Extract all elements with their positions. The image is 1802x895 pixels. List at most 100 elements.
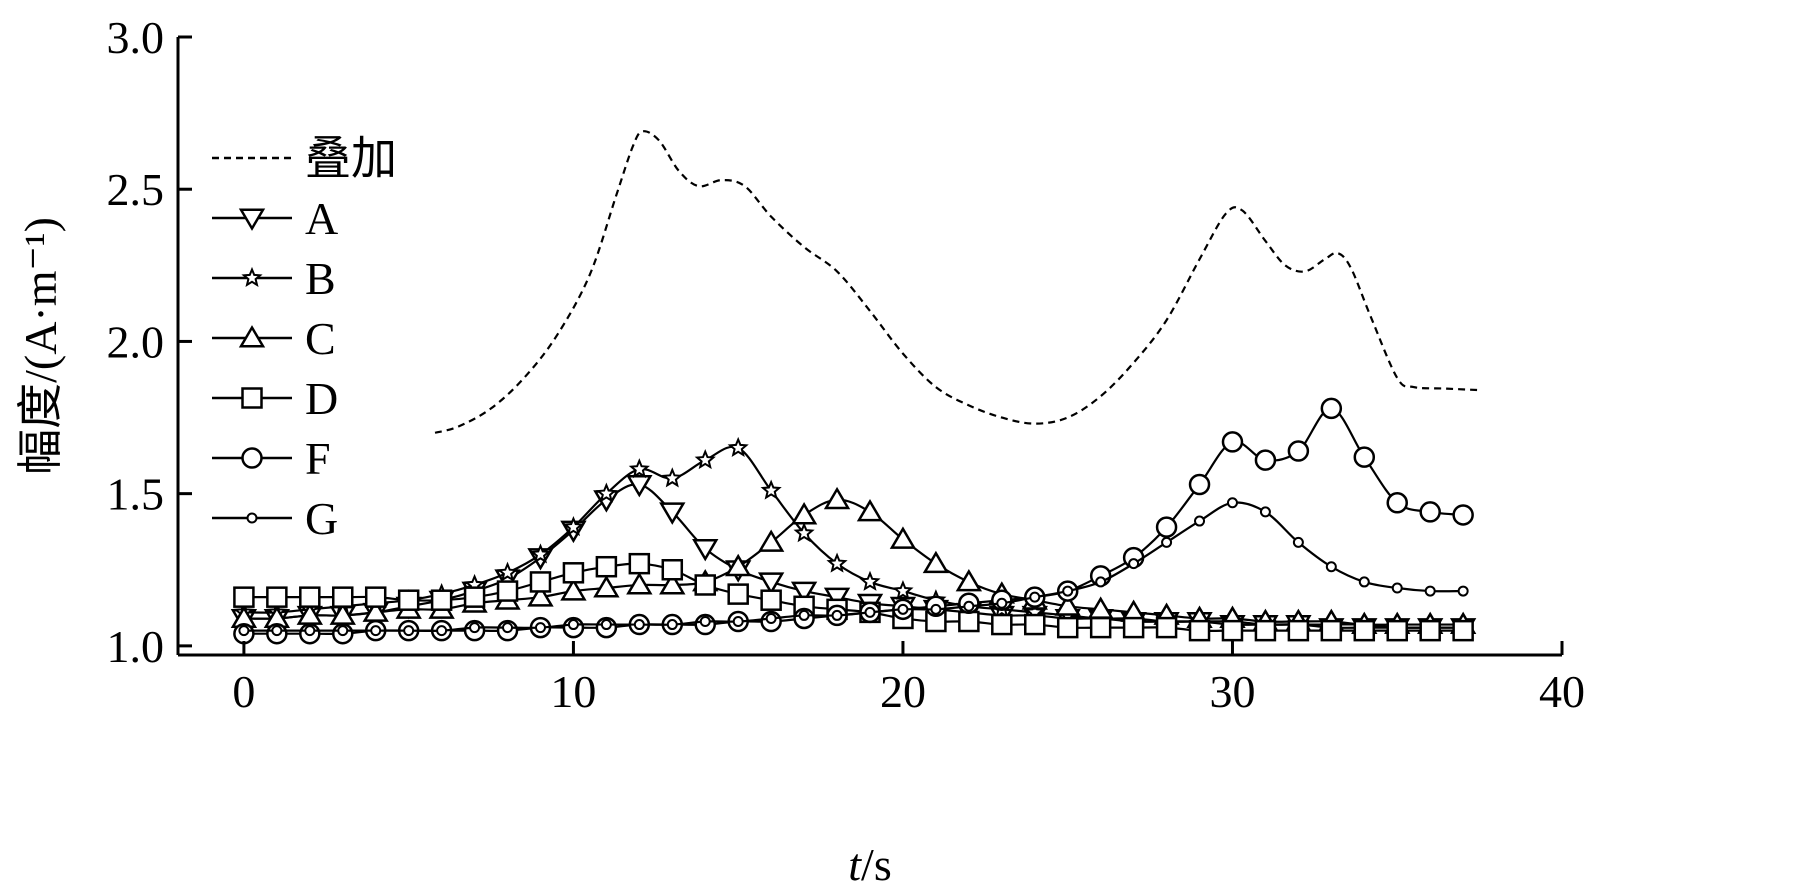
x-ticks: 0 10 20 30 40 bbox=[232, 641, 1585, 717]
data-point bbox=[1358, 576, 1370, 588]
data-point bbox=[864, 606, 876, 618]
data-point bbox=[1320, 397, 1343, 420]
data-point bbox=[765, 612, 777, 624]
y-tick-label: 1.0 bbox=[107, 621, 165, 672]
data-point bbox=[527, 584, 554, 607]
legend-marker bbox=[238, 325, 266, 348]
series-line bbox=[434, 130, 1480, 434]
series-G bbox=[238, 497, 1469, 637]
x-axis-title-variable: t bbox=[848, 839, 862, 890]
data-point bbox=[271, 625, 283, 637]
data-point bbox=[1095, 576, 1107, 588]
series-D bbox=[233, 552, 1474, 642]
data-point bbox=[1062, 585, 1074, 597]
legend-label: 叠加 bbox=[305, 133, 397, 184]
data-point bbox=[831, 609, 843, 621]
data-point bbox=[364, 586, 387, 608]
data-point bbox=[699, 616, 711, 628]
data-point bbox=[1155, 516, 1178, 538]
data-point bbox=[661, 559, 684, 581]
legend-label: B bbox=[305, 253, 336, 304]
legend-label: A bbox=[305, 193, 338, 244]
data-point bbox=[757, 529, 785, 552]
data-point bbox=[1122, 616, 1145, 639]
data-point bbox=[628, 458, 650, 479]
data-point bbox=[1161, 536, 1173, 548]
data-point bbox=[659, 572, 686, 595]
data-point bbox=[1325, 561, 1337, 573]
data-point bbox=[823, 587, 851, 611]
data-point bbox=[529, 571, 552, 593]
series-F bbox=[233, 397, 1474, 645]
data-point bbox=[1188, 619, 1211, 642]
data-point bbox=[859, 570, 881, 591]
data-point bbox=[823, 486, 851, 510]
legend-item: A bbox=[212, 193, 338, 244]
data-point bbox=[496, 561, 519, 582]
data-point bbox=[1155, 616, 1178, 639]
data-point bbox=[725, 553, 752, 577]
data-point bbox=[238, 625, 250, 637]
legend-marker bbox=[241, 266, 263, 288]
data-point bbox=[534, 622, 546, 634]
series-sum bbox=[434, 130, 1480, 434]
data-point bbox=[760, 479, 782, 500]
data-point bbox=[560, 578, 587, 601]
data-point bbox=[593, 575, 620, 598]
data-point bbox=[732, 616, 744, 628]
data-point bbox=[1194, 515, 1206, 527]
legend-marker bbox=[246, 512, 258, 524]
data-point bbox=[757, 572, 785, 595]
data-point bbox=[798, 609, 810, 621]
data-point bbox=[692, 538, 719, 562]
data-point bbox=[1452, 619, 1474, 642]
data-point bbox=[1386, 619, 1408, 642]
data-point bbox=[633, 619, 645, 631]
data-point bbox=[1259, 506, 1271, 518]
data-point bbox=[996, 597, 1008, 609]
legend-label: C bbox=[305, 313, 336, 364]
data-point bbox=[991, 613, 1013, 636]
data-point bbox=[1056, 616, 1079, 639]
data-point bbox=[1287, 619, 1310, 642]
x-tick-label: 10 bbox=[550, 666, 596, 717]
data-point bbox=[1452, 504, 1474, 526]
data-point bbox=[856, 499, 884, 522]
data-point bbox=[793, 522, 815, 543]
data-point bbox=[694, 574, 716, 596]
data-point bbox=[233, 586, 255, 608]
data-point bbox=[562, 562, 585, 584]
data-point bbox=[397, 589, 420, 611]
legend-item: B bbox=[212, 253, 336, 304]
data-point bbox=[1128, 558, 1140, 570]
data-point bbox=[1419, 619, 1441, 642]
data-point bbox=[529, 543, 552, 564]
x-tick-label: 20 bbox=[880, 666, 926, 717]
data-point bbox=[266, 586, 288, 608]
data-point bbox=[892, 579, 914, 601]
data-point bbox=[1254, 619, 1277, 642]
data-point bbox=[469, 622, 481, 634]
data-point bbox=[1221, 619, 1244, 642]
series-line bbox=[243, 498, 1464, 626]
y-axis-title: 幅度/(A·m⁻¹) bbox=[15, 217, 66, 475]
y-tick-label: 2.5 bbox=[107, 164, 165, 215]
data-point bbox=[1320, 619, 1343, 642]
legend-item: C bbox=[212, 313, 336, 364]
data-point bbox=[337, 625, 349, 637]
data-point bbox=[595, 482, 617, 503]
data-point bbox=[955, 569, 983, 592]
data-point bbox=[727, 436, 749, 457]
series-line bbox=[243, 483, 1464, 629]
x-axis-title: t/s bbox=[848, 839, 891, 890]
data-point bbox=[1024, 613, 1046, 636]
data-point bbox=[370, 625, 382, 637]
data-point bbox=[600, 619, 612, 631]
data-point bbox=[1089, 616, 1112, 639]
x-tick-label: 40 bbox=[1539, 666, 1585, 717]
data-point bbox=[889, 526, 917, 549]
legend-label: G bbox=[305, 493, 338, 544]
data-point bbox=[299, 586, 321, 608]
